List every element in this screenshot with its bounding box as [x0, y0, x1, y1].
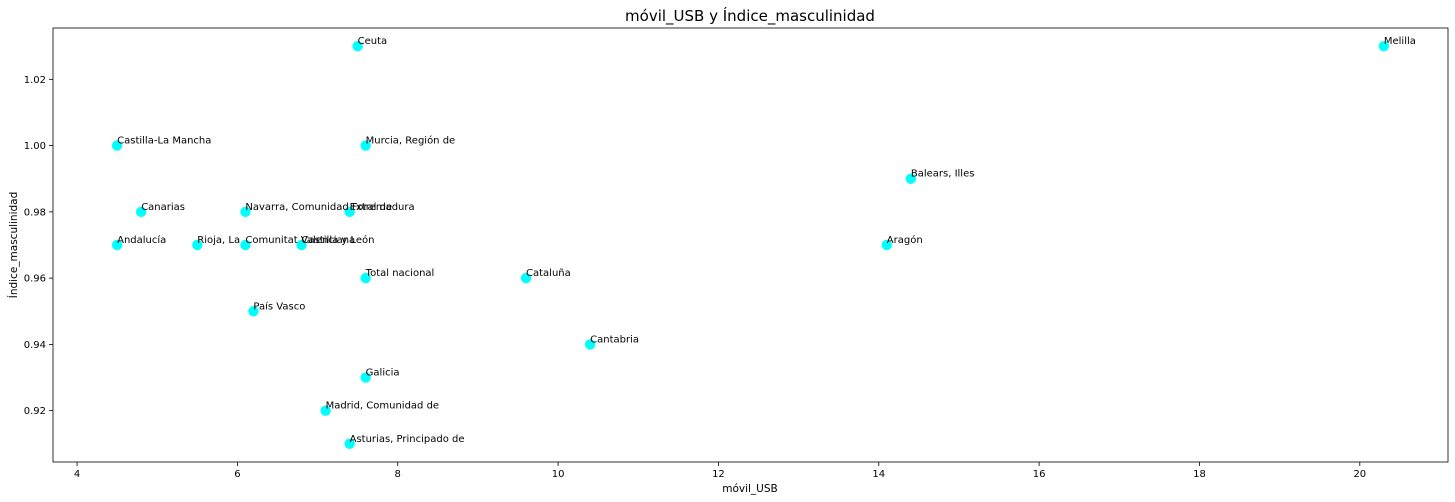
x-tick-label: 18 [1193, 469, 1206, 480]
x-axis-label: móvil_USB [722, 483, 778, 495]
plot-frame [52, 27, 1449, 463]
point-label: Cantabria [590, 334, 639, 345]
point-label: Castilla-La Mancha [117, 136, 211, 147]
point-label: Murcia, Región de [366, 135, 456, 147]
data-point [111, 239, 123, 251]
data-point [1378, 41, 1390, 52]
y-tick-label: 0.96 [24, 274, 46, 285]
y-tick-label: 0.94 [24, 340, 46, 351]
point-label: Total nacional [365, 268, 435, 279]
data-point [296, 239, 307, 251]
x-tick-label: 16 [1033, 469, 1046, 480]
y-tick-label: 1.00 [24, 141, 46, 152]
point-label: Melilla [1384, 36, 1416, 47]
data-point [360, 272, 371, 284]
data-point [352, 41, 363, 52]
data-point [135, 206, 147, 218]
x-tick-label: 4 [74, 469, 80, 480]
point-label: Cataluña [526, 268, 571, 279]
data-point [520, 272, 532, 284]
data-point [584, 339, 596, 350]
data-point [360, 140, 371, 151]
point-label: Aragón [887, 234, 923, 246]
data-points [111, 41, 1390, 449]
point-label: País Vasco [253, 300, 305, 312]
y-tick-label: 0.98 [24, 207, 46, 218]
point-labels: Ceuta Melilla Castilla-La Mancha Murcia, Re… [117, 36, 1416, 445]
point-label: Extremadura [350, 202, 415, 213]
data-point [240, 206, 251, 218]
x-tick-label: 10 [552, 469, 565, 480]
point-label: Madrid, Comunidad de [326, 401, 440, 412]
point-label: Ceuta [358, 36, 388, 47]
y-tick-label: 1.02 [24, 75, 46, 86]
chart-title: móvil_USB y Índice_masculinidad [625, 6, 875, 26]
x-axis: 4 6 8 10 12 14 16 18 20 [74, 462, 1366, 480]
x-tick-label: 20 [1353, 469, 1366, 480]
data-point [905, 173, 917, 184]
data-point [248, 306, 259, 317]
point-label: Galicia [366, 368, 400, 379]
x-tick-label: 12 [712, 469, 725, 480]
point-label: Canarias [141, 202, 185, 213]
data-point [111, 140, 123, 151]
point-label: Andalucía [117, 234, 166, 246]
data-point [344, 206, 355, 218]
x-tick-label: 14 [872, 469, 885, 480]
point-label: Castilla y León [302, 234, 375, 246]
point-label: Balears, Illes [911, 169, 975, 180]
point-label: Asturias, Principado de [350, 434, 465, 445]
y-axis: 0.92 0.94 0.96 0.98 1.00 1.02 [24, 75, 53, 417]
point-label: Comunitat Valenciana [245, 235, 355, 246]
data-point [320, 405, 331, 416]
y-tick-label: 0.92 [24, 406, 46, 417]
data-point [360, 372, 371, 383]
y-axis-label: Índice_masculinidad [7, 192, 20, 299]
data-point [344, 438, 355, 449]
data-point [881, 239, 892, 251]
point-label: Navarra, Comunidad Foral de [245, 202, 392, 213]
x-tick-label: 6 [234, 469, 240, 480]
data-point [240, 239, 251, 251]
data-point [192, 239, 203, 251]
point-label: Rioja, La [197, 235, 240, 246]
x-tick-label: 8 [395, 469, 401, 480]
